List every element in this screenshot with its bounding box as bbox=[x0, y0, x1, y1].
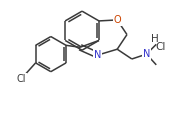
Text: N: N bbox=[143, 49, 150, 59]
Text: Cl: Cl bbox=[17, 73, 26, 84]
Text: N: N bbox=[94, 50, 101, 60]
Text: H: H bbox=[151, 35, 159, 44]
Text: O: O bbox=[113, 15, 121, 25]
Text: Cl: Cl bbox=[155, 42, 165, 52]
